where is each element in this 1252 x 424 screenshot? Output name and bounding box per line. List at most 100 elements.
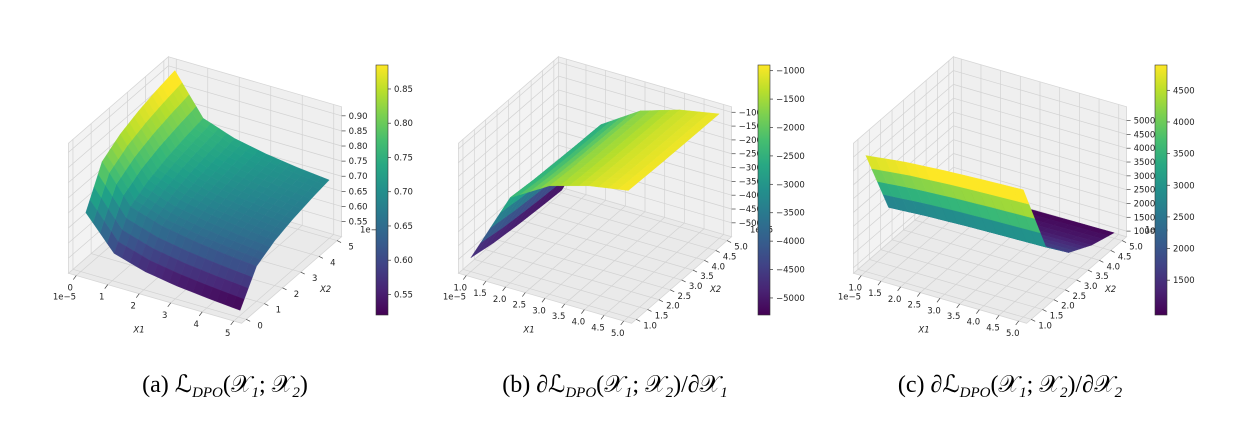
x-tick [620, 320, 625, 326]
z-tick-label: −1000 [739, 108, 768, 118]
y-tick-label: 1.5 [1050, 311, 1064, 321]
x-tick-label: 1 [99, 293, 104, 303]
grid-line [953, 125, 1127, 177]
z-tick-label: −5000 [739, 219, 768, 229]
colorbar [1154, 64, 1168, 316]
y-tick [726, 240, 732, 243]
x-axis-label: X1 [132, 325, 144, 335]
z-tick-label: 0.75 [349, 157, 368, 167]
y-tick [670, 289, 675, 293]
grid-line [953, 139, 1127, 191]
caption-part: DPO [959, 385, 991, 401]
grid-line [953, 70, 1127, 121]
x-tick [104, 284, 109, 289]
z-tick-label: 5000 [1134, 117, 1156, 127]
caption-part: 2 [292, 385, 300, 401]
caption: (a) ℒDPO(𝒳1; 𝒳2) [142, 372, 308, 401]
x-tick-label: 3.0 [927, 306, 941, 316]
y-tick-label: 2 [294, 290, 299, 300]
x-offset-label: 1e−5 [443, 292, 466, 302]
grid-line [458, 117, 559, 205]
x-tick [135, 293, 140, 298]
x-tick [877, 280, 882, 286]
grid-line [508, 229, 682, 281]
x-tick-label: 2 [131, 302, 136, 312]
x-tick [956, 303, 960, 309]
caption-part: (𝒳 [223, 372, 255, 398]
grid-line [496, 239, 671, 291]
x-tick [561, 303, 565, 309]
z-tick-label: −1500 [739, 122, 768, 132]
y-tick-label: 2.0 [1061, 302, 1075, 312]
grid-line [519, 219, 694, 271]
x-tick [1015, 320, 1020, 326]
x-tick-label: 2.0 [888, 295, 902, 305]
caption: (b) ∂ℒDPO(𝒳1; 𝒳2)/∂𝒳1 [502, 372, 728, 401]
caption-part: DPO [191, 385, 223, 401]
grid-line [168, 80, 342, 132]
y-tick [681, 279, 686, 283]
x-tick [541, 298, 546, 303]
grid-line [68, 65, 169, 153]
z-tick-label: 4500 [1134, 130, 1156, 140]
y-tick-label: 2.5 [1072, 292, 1086, 302]
x-tick [462, 275, 467, 280]
y-tick [1053, 299, 1059, 302]
caption-part: ; 𝒳 [632, 372, 669, 398]
x-tick [936, 298, 941, 303]
z-tick-label: 3500 [1134, 158, 1156, 168]
colorbar-tick-label: 0.65 [394, 222, 413, 232]
grid-line [953, 84, 1127, 135]
caption-part: 1 [1019, 385, 1027, 401]
y-tick-label: 4 [330, 258, 335, 268]
caption-part: ; 𝒳 [259, 372, 296, 398]
y-tick [264, 303, 269, 306]
x-tick-label: 3.5 [552, 312, 566, 322]
y-tick [1087, 269, 1093, 273]
grid-line [458, 144, 559, 233]
z-tick-label: 0.70 [349, 172, 368, 182]
caption-part: (c) ∂ℒ [898, 372, 960, 398]
colorbar-tick-label: −3000 [776, 180, 805, 190]
x-tick [581, 309, 585, 314]
caption-part: )/∂𝒳 [1067, 372, 1118, 398]
x-tick [167, 302, 172, 308]
y-offset-label: 1e−5 [360, 226, 383, 236]
caption-part: DPO [564, 385, 596, 401]
x-tick-label: 4.0 [572, 318, 586, 328]
y-tick [1076, 279, 1081, 283]
y-tick [1042, 309, 1047, 312]
y-tick-label: 1.5 [655, 311, 669, 321]
x-tick-label: 2.5 [908, 301, 922, 311]
z-tick-label: 0.80 [349, 142, 368, 152]
grid-line [485, 249, 659, 300]
colorbar-tick-label: −1000 [776, 67, 805, 77]
y-tick-label: 3.0 [689, 282, 703, 292]
z-tick-label: 1000 [1134, 227, 1156, 237]
y-tick [715, 250, 720, 253]
x-tick [230, 320, 235, 326]
y-tick-label: 2.0 [666, 302, 680, 312]
surface-panel: 0 1 2 3 4 5 0 1 2 3 4 5 0.55 0.60 0.65 0.70 0.75 0.80 0.85… [53, 55, 413, 401]
y-tick-label: 3.0 [1084, 282, 1098, 292]
grid-line [903, 229, 1077, 281]
y-tick [1099, 259, 1104, 263]
x-tick-label: 5 [225, 329, 230, 339]
grid-line [458, 62, 559, 150]
colorbar-tick-label: −1500 [776, 95, 805, 105]
caption-part: 1 [720, 385, 728, 401]
x-tick-label: 2.5 [513, 301, 527, 311]
x-tick-label: 3.0 [532, 306, 546, 316]
x-tick [600, 315, 605, 320]
z-tick-label: 2000 [1134, 199, 1156, 209]
grid-line [853, 97, 954, 186]
y-tick-label: 1.0 [643, 321, 657, 331]
grid-line [458, 103, 559, 191]
grid-line [853, 111, 954, 199]
x-tick-label: 1.0 [454, 284, 468, 294]
grid-line [72, 268, 247, 320]
y-tick [318, 256, 324, 259]
x-tick [857, 275, 862, 280]
colorbar-tick-label: 0.55 [394, 290, 413, 300]
